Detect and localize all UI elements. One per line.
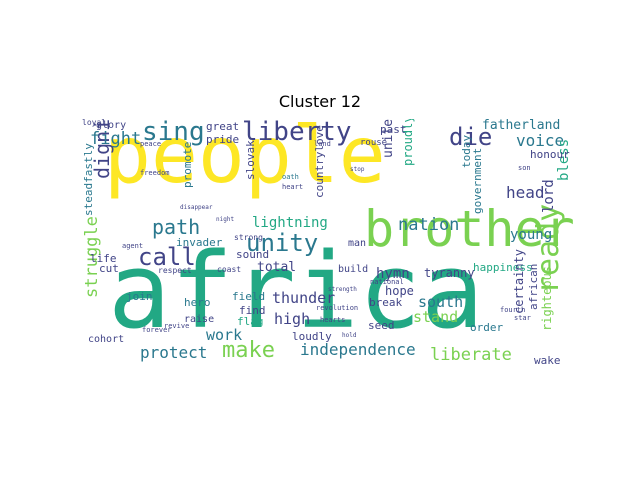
cloud-word-nation: nation xyxy=(398,215,460,235)
cloud-word-make: make xyxy=(222,338,275,363)
cloud-word-independence: independence xyxy=(300,340,416,359)
cloud-word-oath: oath xyxy=(282,173,299,181)
cloud-word-honour: honour xyxy=(530,148,570,161)
cloud-word-voice: voice xyxy=(516,131,565,150)
cloud-word-brother: brother xyxy=(364,200,575,258)
cloud-word-flag: flag xyxy=(237,315,264,328)
cloud-word-man: man xyxy=(348,238,367,249)
cloud-word-star: star xyxy=(514,314,531,322)
cloud-word-order: order xyxy=(470,321,504,334)
cloud-word-break: break xyxy=(369,296,403,309)
cloud-word-respect: respect xyxy=(158,266,192,275)
cloud-word-countrylove: countrylove xyxy=(313,125,326,198)
cloud-word-path: path xyxy=(152,215,201,239)
cloud-word-loudly: loudly xyxy=(292,330,332,343)
cloud-word-son: son xyxy=(518,164,531,172)
cloud-word-hymn: hymn xyxy=(376,266,410,282)
cloud-word-field: field xyxy=(232,290,266,303)
cloud-word-build: build xyxy=(338,264,369,275)
cloud-word-past: past xyxy=(380,123,407,136)
cloud-word-high: high xyxy=(274,310,311,328)
cloud-word-peace: peace xyxy=(140,140,162,148)
cloud-word-slovak: slovak xyxy=(244,140,257,180)
chart-title: Cluster 12 xyxy=(278,92,362,111)
cloud-word-glory: glory xyxy=(96,120,127,131)
cloud-word-happiness: happiness xyxy=(473,261,533,274)
cloud-word-rouse: rouse xyxy=(360,138,388,148)
cloud-word-african: african xyxy=(527,263,540,310)
cloud-word-night: night xyxy=(216,216,235,223)
cloud-word-people: people xyxy=(104,119,386,201)
cloud-word-freedom: freedom xyxy=(140,169,170,177)
cloud-word-revolution: revolution xyxy=(316,304,359,312)
cloud-word-total: total xyxy=(257,260,297,275)
cloud-word-africa: africa xyxy=(108,230,484,352)
cloud-word-righteous: righteous xyxy=(540,265,554,331)
cloud-word-hero: hero xyxy=(184,296,211,309)
cloud-word-unity: unity xyxy=(246,229,319,257)
cloud-word-cohort: cohort xyxy=(88,334,125,345)
cloud-word-fourth: fourth xyxy=(500,306,526,314)
cloud-word-lightning: lightning xyxy=(252,215,328,231)
cloud-word-stand: stand xyxy=(413,308,459,326)
cloud-word-disappear: disappear xyxy=(180,204,213,211)
cloud-word-stop: stop xyxy=(350,166,365,173)
cloud-word-wake: wake xyxy=(534,354,561,366)
cloud-word-cut: cut xyxy=(99,262,119,275)
cloud-word-liberty: liberty xyxy=(242,119,352,147)
cloud-word-pride: pride xyxy=(206,133,240,146)
cloud-word-strength: strength xyxy=(328,286,357,293)
cloud-word-thunder: thunder xyxy=(272,289,336,307)
cloud-word-protect: protect xyxy=(140,343,208,362)
cloud-word-work: work xyxy=(206,326,243,344)
cloud-word-liberate: liberate xyxy=(430,345,512,365)
cloud-word-heart: heart xyxy=(282,183,304,191)
cloud-word-raise: raise xyxy=(184,314,215,325)
cloud-word-die: die xyxy=(449,123,493,151)
cloud-word-fatherland: fatherland xyxy=(482,119,561,133)
cloud-word-fight: fight xyxy=(90,129,142,149)
cloud-word-hope: hope xyxy=(385,284,414,298)
cloud-word-great: great xyxy=(206,120,240,133)
cloud-word-lord: lord xyxy=(541,179,557,213)
cloud-word-loyal: loyal xyxy=(82,119,107,127)
cloud-word-agent: agent xyxy=(122,242,144,250)
cloud-word-promote: promote xyxy=(181,141,194,188)
cloud-word-seed: seed xyxy=(368,319,395,332)
cloud-word-national: national xyxy=(370,278,404,286)
cloud-word-strong: strong xyxy=(234,233,263,242)
cloud-word-sound: sound xyxy=(236,248,270,261)
cloud-word-steadfastly: steadfastly xyxy=(82,143,95,216)
cloud-word-hearts: hearts xyxy=(320,316,346,324)
cloud-word-certainty: certainty xyxy=(512,248,526,314)
cloud-word-join: join xyxy=(126,290,153,303)
cloud-word-south: south xyxy=(418,293,464,311)
cloud-word-government: government xyxy=(471,147,484,214)
cloud-word-coast: coast xyxy=(217,265,242,274)
cloud-word-land: land xyxy=(314,140,331,148)
cloud-word-invader: invader xyxy=(176,236,223,249)
cloud-word-life: life xyxy=(90,252,117,265)
cloud-word-young: young xyxy=(510,227,553,243)
cloud-word-revive: revive xyxy=(164,322,190,330)
cloud-word-tyranny: tyranny xyxy=(424,266,475,280)
word-cloud: people africa brother liberty unity sing call p… xyxy=(82,119,575,366)
cloud-word-hold: hold xyxy=(342,332,357,339)
cloud-word-call: call xyxy=(138,243,196,271)
cloud-word-forever: forever xyxy=(142,326,172,334)
cloud-word-find: find xyxy=(239,304,266,317)
cloud-word-head: head xyxy=(506,183,545,202)
cloud-word-sing: sing xyxy=(142,119,205,147)
